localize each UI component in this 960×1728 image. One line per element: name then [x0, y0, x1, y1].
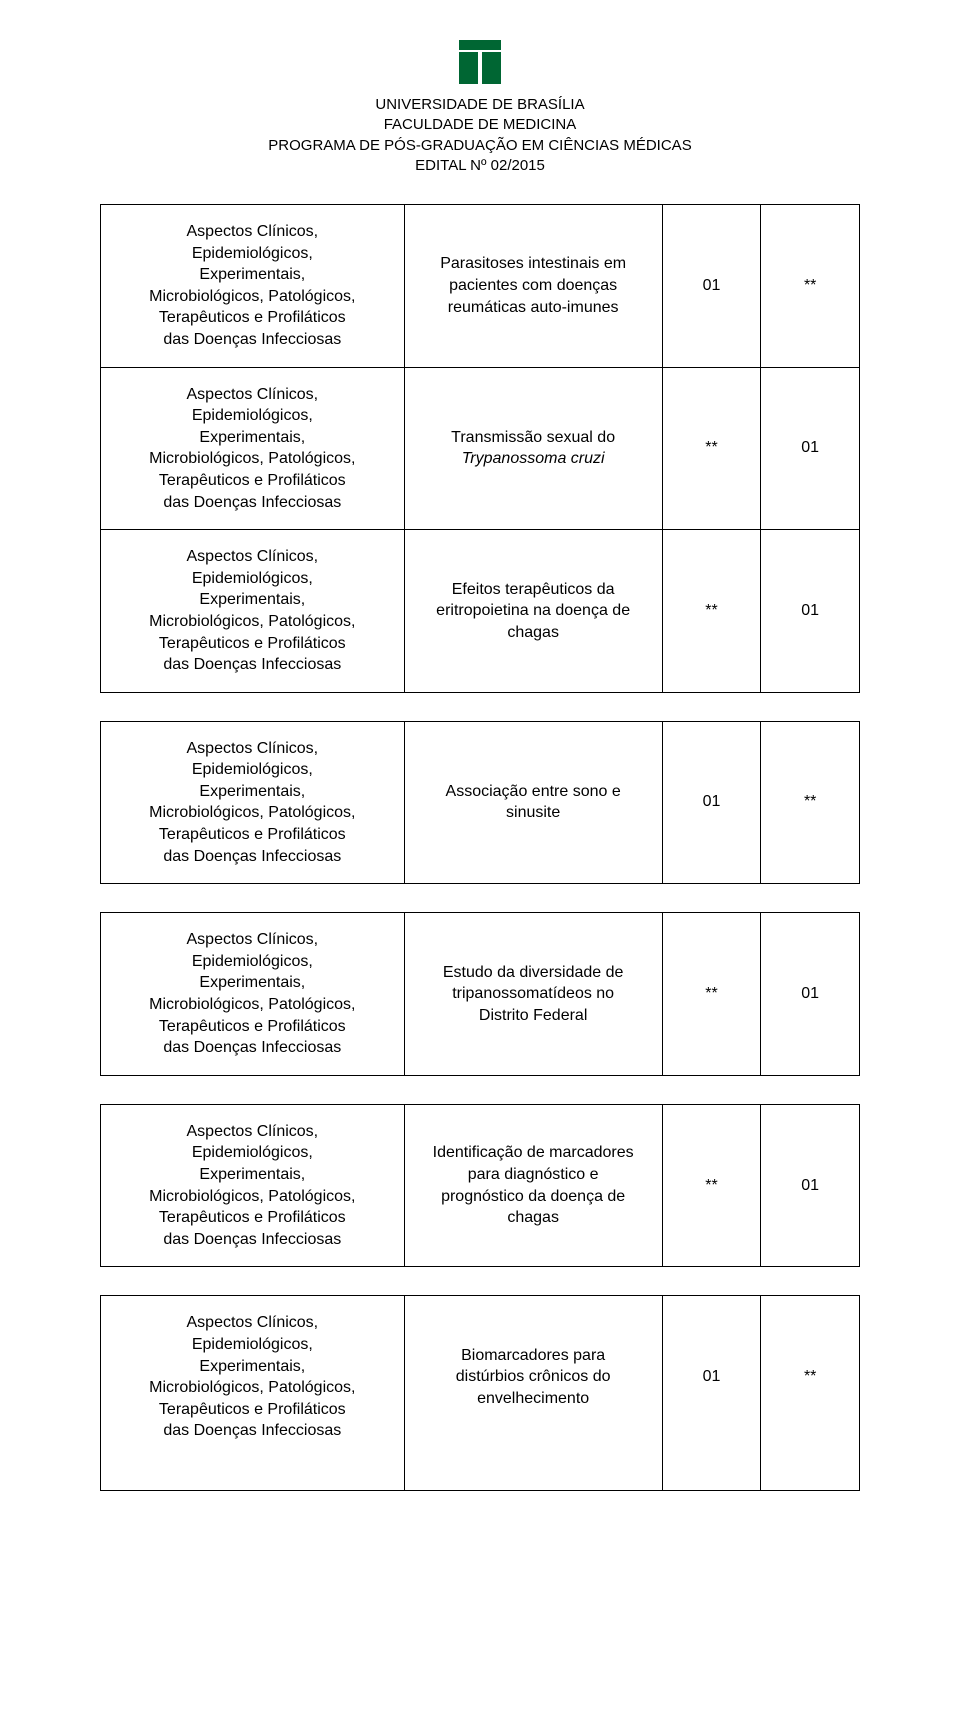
count-cell-1: **: [662, 530, 761, 693]
research-line-cell: Aspectos Clínicos, Epidemiológicos, Expe…: [101, 721, 405, 884]
count-cell-1: **: [662, 1104, 761, 1267]
research-line-cell: Aspectos Clínicos, Epidemiológicos, Expe…: [101, 530, 405, 693]
topic-cell: Identificação de marcadores para diagnós…: [404, 1104, 662, 1267]
table-group-2: Aspectos Clínicos, Epidemiológicos, Expe…: [100, 721, 860, 885]
faculty-name: FACULDADE DE MEDICINA: [384, 116, 577, 133]
topic-cell: Transmissão sexual do Trypanossoma cruzi: [404, 367, 662, 530]
logo-container: [100, 40, 860, 89]
count-cell-1: **: [662, 367, 761, 530]
edital-number: EDITAL Nº 02/2015: [415, 157, 545, 174]
count-cell-2: **: [761, 1296, 860, 1491]
table-row: Aspectos Clínicos, Epidemiológicos, Expe…: [101, 1296, 860, 1491]
research-line-cell: Aspectos Clínicos, Epidemiológicos, Expe…: [101, 1296, 405, 1491]
table-row: Aspectos Clínicos, Epidemiológicos, Expe…: [101, 721, 860, 884]
table-group-4: Aspectos Clínicos, Epidemiológicos, Expe…: [100, 1104, 860, 1268]
unb-logo-icon: [453, 40, 507, 84]
table-row: Aspectos Clínicos, Epidemiológicos, Expe…: [101, 1104, 860, 1267]
count-cell-1: 01: [662, 205, 761, 368]
topic-cell: Parasitoses intestinais em pacientes com…: [404, 205, 662, 368]
count-cell-2: 01: [761, 1104, 860, 1267]
topic-cell: Associação entre sono e sinusite: [404, 721, 662, 884]
table-row: Aspectos Clínicos, Epidemiológicos, Expe…: [101, 913, 860, 1076]
research-line-cell: Aspectos Clínicos, Epidemiológicos, Expe…: [101, 367, 405, 530]
table-group-1: Aspectos Clínicos, Epidemiológicos, Expe…: [100, 204, 860, 693]
document-header: UNIVERSIDADE DE BRASÍLIA FACULDADE DE ME…: [100, 95, 860, 176]
count-cell-2: 01: [761, 530, 860, 693]
table-row: Aspectos Clínicos, Epidemiológicos, Expe…: [101, 367, 860, 530]
count-cell-2: 01: [761, 367, 860, 530]
research-line-cell: Aspectos Clínicos, Epidemiológicos, Expe…: [101, 1104, 405, 1267]
count-cell-1: 01: [662, 721, 761, 884]
count-cell-2: 01: [761, 913, 860, 1076]
count-cell-2: **: [761, 721, 860, 884]
topic-cell: Efeitos terapêuticos da eritropoietina n…: [404, 530, 662, 693]
topic-cell: Estudo da diversidade de tripanossomatíd…: [404, 913, 662, 1076]
count-cell-2: **: [761, 205, 860, 368]
page-container: UNIVERSIDADE DE BRASÍLIA FACULDADE DE ME…: [0, 0, 960, 1551]
count-cell-1: **: [662, 913, 761, 1076]
research-line-cell: Aspectos Clínicos, Epidemiológicos, Expe…: [101, 913, 405, 1076]
table-row: Aspectos Clínicos, Epidemiológicos, Expe…: [101, 530, 860, 693]
table-group-3: Aspectos Clínicos, Epidemiológicos, Expe…: [100, 912, 860, 1076]
program-name: PROGRAMA DE PÓS-GRADUAÇÃO EM CIÊNCIAS MÉ…: [268, 137, 691, 154]
table-row: Aspectos Clínicos, Epidemiológicos, Expe…: [101, 205, 860, 368]
topic-cell: Biomarcadores para distúrbios crônicos d…: [404, 1296, 662, 1491]
table-group-5: Aspectos Clínicos, Epidemiológicos, Expe…: [100, 1295, 860, 1491]
count-cell-1: 01: [662, 1296, 761, 1491]
research-line-cell: Aspectos Clínicos, Epidemiológicos, Expe…: [101, 205, 405, 368]
university-name: UNIVERSIDADE DE BRASÍLIA: [375, 96, 584, 113]
